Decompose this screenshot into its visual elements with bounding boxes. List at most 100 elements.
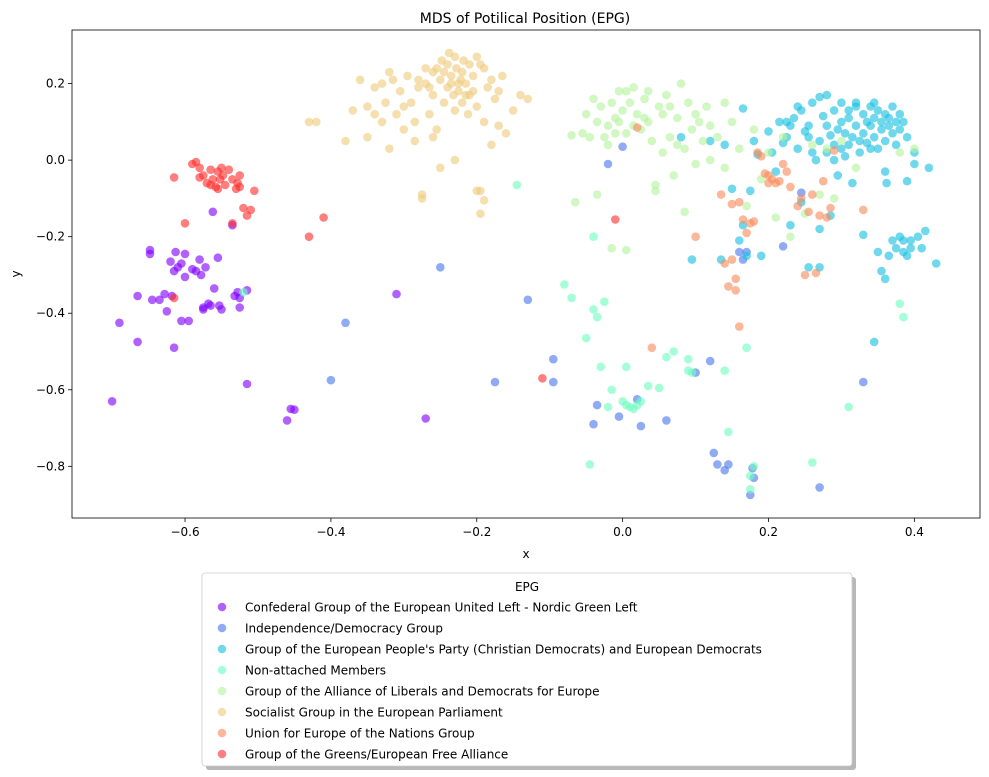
data-point <box>680 207 689 217</box>
data-point <box>735 247 744 257</box>
data-point <box>691 232 700 241</box>
data-point <box>815 190 824 199</box>
data-point <box>501 129 511 138</box>
data-point <box>775 117 784 127</box>
data-point <box>436 263 445 272</box>
data-point <box>778 159 788 169</box>
legend-items: Confederal Group of the European United … <box>217 601 762 762</box>
legend-label: Union for Europe of the Nations Group <box>245 727 475 741</box>
series-3 <box>239 180 908 494</box>
data-point <box>636 421 646 431</box>
data-point <box>910 159 919 169</box>
data-point <box>169 173 179 182</box>
data-point <box>778 132 788 142</box>
data-point <box>716 190 726 199</box>
data-point <box>735 197 744 207</box>
data-point <box>694 117 704 127</box>
data-point <box>377 117 387 127</box>
data-point <box>581 109 591 119</box>
data-point <box>235 171 244 180</box>
data-point <box>837 144 846 153</box>
data-point <box>625 98 635 107</box>
data-point <box>487 140 496 150</box>
data-point <box>804 132 813 142</box>
data-point <box>614 412 624 421</box>
data-point <box>421 79 431 88</box>
data-point <box>647 136 657 146</box>
data-point <box>891 117 901 127</box>
data-point <box>450 52 460 62</box>
series-2 <box>676 90 941 347</box>
data-point <box>585 132 595 142</box>
data-point <box>377 79 387 88</box>
data-point <box>206 165 215 174</box>
data-point <box>618 106 627 115</box>
data-point <box>622 362 631 372</box>
data-point <box>370 109 380 119</box>
data-point <box>145 249 155 259</box>
data-point <box>592 190 602 199</box>
data-point <box>749 136 759 146</box>
data-point <box>731 286 740 295</box>
data-point <box>913 232 923 241</box>
data-point <box>884 121 894 130</box>
data-point <box>472 52 482 62</box>
data-point <box>498 71 507 81</box>
data-point <box>822 90 832 100</box>
data-point <box>793 144 802 153</box>
data-point <box>808 458 817 467</box>
data-point <box>815 224 824 234</box>
data-point <box>658 109 667 119</box>
data-point <box>833 171 843 180</box>
data-point <box>479 196 489 205</box>
data-point <box>220 180 230 190</box>
data-point <box>724 282 733 291</box>
data-point <box>184 316 193 326</box>
data-point <box>209 284 219 293</box>
data-point <box>312 117 321 127</box>
data-point <box>848 132 857 142</box>
data-point <box>793 102 802 111</box>
data-point <box>877 125 886 134</box>
data-point <box>370 83 380 92</box>
data-point <box>589 232 598 241</box>
data-point <box>228 219 237 228</box>
data-point <box>804 207 813 217</box>
chart-title: MDS of Potilical Position (EPG) <box>420 11 630 27</box>
data-point <box>709 448 719 458</box>
data-point <box>304 232 314 241</box>
data-point <box>815 211 824 220</box>
data-point <box>727 184 737 194</box>
data-point <box>742 228 751 238</box>
data-point <box>882 178 891 188</box>
x-tick-label: −0.4 <box>316 525 345 539</box>
x-tick-label: −0.2 <box>462 525 491 539</box>
data-point <box>705 136 715 146</box>
data-point <box>472 102 482 111</box>
data-point <box>596 362 606 372</box>
data-point <box>891 243 901 253</box>
legend-label: Group of the European People's Party (Ch… <box>245 643 762 657</box>
data-point <box>195 163 204 173</box>
series-5 <box>304 48 533 218</box>
data-point <box>169 343 179 353</box>
data-point <box>581 333 591 343</box>
data-point <box>702 102 711 111</box>
y-tick-label: −0.6 <box>36 383 65 397</box>
data-point <box>818 176 828 186</box>
data-point <box>246 205 255 215</box>
data-point <box>468 86 478 96</box>
data-point <box>155 295 164 305</box>
y-axis-label: y <box>9 270 23 277</box>
data-point <box>341 136 350 146</box>
data-point <box>859 109 868 119</box>
data-point <box>483 83 493 92</box>
data-point <box>713 460 722 469</box>
data-point <box>600 132 609 142</box>
data-point <box>662 352 671 362</box>
data-point <box>720 140 729 150</box>
legend-label: Socialist Group in the European Parliame… <box>245 706 503 720</box>
data-point <box>808 98 817 107</box>
data-point <box>392 109 401 119</box>
data-point <box>622 245 631 255</box>
